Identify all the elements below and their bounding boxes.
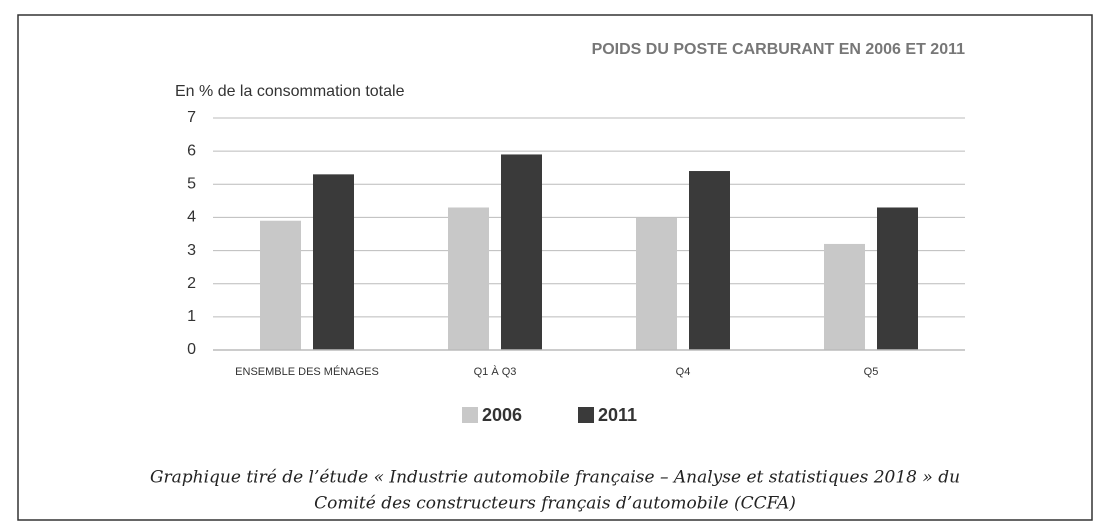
bar	[824, 243, 865, 350]
legend-label: 2006	[482, 405, 522, 425]
bar	[636, 217, 677, 350]
y-tick-label: 2	[187, 275, 196, 292]
bar	[313, 174, 354, 350]
bar	[501, 154, 542, 350]
legend-swatch	[462, 407, 478, 423]
y-tick-label: 7	[187, 109, 196, 126]
y-axis-label: En % de la consommation totale	[175, 83, 405, 100]
bar	[877, 207, 918, 350]
y-tick-label: 5	[187, 176, 196, 193]
bar	[448, 207, 489, 350]
chart-title: POIDS DU POSTE CARBURANT EN 2006 ET 2011	[592, 41, 966, 58]
x-tick-label: Q5	[864, 366, 879, 378]
y-tick-label: 0	[187, 341, 196, 358]
y-tick-label: 1	[187, 308, 196, 325]
caption: Comité des constructeurs français d’auto…	[314, 494, 796, 514]
x-tick-label: Q4	[676, 366, 691, 378]
x-tick-label: ENSEMBLE DES MÉNAGES	[235, 365, 379, 378]
y-tick-label: 6	[187, 142, 196, 159]
x-tick-label: Q1 À Q3	[474, 365, 517, 378]
bar	[260, 220, 301, 350]
legend-swatch	[578, 407, 594, 423]
bar	[689, 171, 730, 350]
y-tick-label: 3	[187, 242, 196, 259]
legend-label: 2011	[598, 405, 637, 425]
caption: Graphique tiré de l’étude « Industrie au…	[150, 468, 960, 488]
y-tick-label: 4	[187, 209, 196, 226]
